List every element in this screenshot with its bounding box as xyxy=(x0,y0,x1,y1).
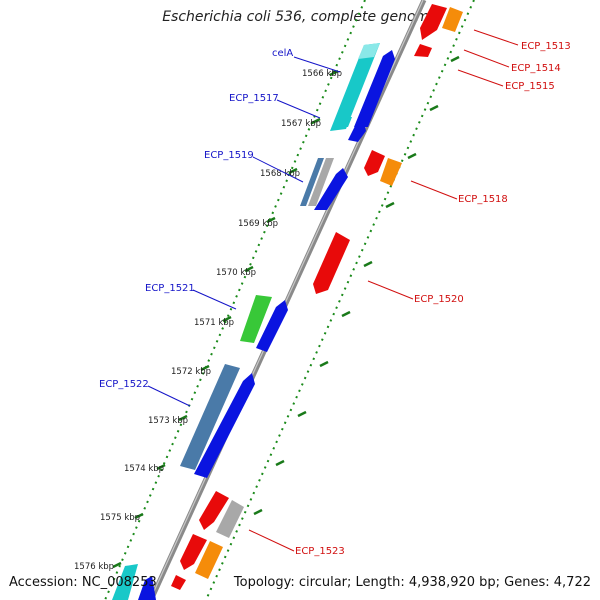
gene-ECP_1522[interactable] xyxy=(180,364,240,470)
kbp-label: 1568 kbp xyxy=(260,169,300,179)
label-ECP_1518[interactable]: ECP_1518 xyxy=(458,194,508,205)
label-ECP_1517[interactable]: ECP_1517 xyxy=(229,93,279,104)
label-ECP_1513[interactable]: ECP_1513 xyxy=(521,41,571,52)
gene-ECP_1523[interactable] xyxy=(199,491,229,530)
label-ECP_1521[interactable]: ECP_1521 xyxy=(145,283,195,294)
kbp-label: 1567 kbp xyxy=(281,119,321,129)
gene-ECP_1523-orange[interactable] xyxy=(195,541,223,579)
kbp-label: 1569 kbp xyxy=(238,219,278,229)
genome-backbone xyxy=(148,0,427,600)
kbp-label: 1573 kbp xyxy=(148,416,188,426)
gene-ECP_1521[interactable] xyxy=(240,295,272,343)
kbp-label: 1576 kbp xyxy=(74,562,114,572)
gene-ECP_1517-blue[interactable] xyxy=(348,122,366,142)
gene-ECP_1524-blue[interactable] xyxy=(138,576,156,600)
gene-ECP_1519[interactable] xyxy=(300,158,334,206)
gene-ECP_1518-orange[interactable] xyxy=(380,158,402,186)
label-ECP_1514[interactable]: ECP_1514 xyxy=(511,63,561,74)
gene-ECP_1513[interactable] xyxy=(420,4,447,40)
gene-ECP_1519-blue[interactable] xyxy=(314,168,348,210)
gene-ECP_1520[interactable] xyxy=(313,232,350,294)
gene-ECP_1518[interactable] xyxy=(364,150,385,176)
label-ECP_1515[interactable]: ECP_1515 xyxy=(505,81,555,92)
kbp-label: 1570 kbp xyxy=(216,268,256,278)
label-ECP_1523[interactable]: ECP_1523 xyxy=(295,546,345,557)
label-ECP_1519[interactable]: ECP_1519 xyxy=(204,150,254,161)
kbp-label: 1571 kbp xyxy=(194,318,234,328)
gene-ECP_1513-orange[interactable] xyxy=(442,7,463,32)
label-ECP_1520[interactable]: ECP_1520 xyxy=(414,294,464,305)
gene-ECP_1514[interactable] xyxy=(414,44,432,57)
kbp-label: 1575 kbp xyxy=(100,513,140,523)
kbp-label: 1566 kbp xyxy=(302,69,342,79)
gene-celA-blue[interactable] xyxy=(354,50,395,127)
kbp-label: 1574 kbp xyxy=(124,464,164,474)
gene-celA[interactable] xyxy=(330,43,380,131)
gene-ECP_1517[interactable] xyxy=(342,117,352,127)
gene-ECP_1523-red2[interactable] xyxy=(180,534,207,570)
kbp-label: 1572 kbp xyxy=(171,367,211,377)
gene-ECP_1523-gray[interactable] xyxy=(216,500,244,538)
outer-track-right xyxy=(205,0,475,600)
major-ticks-right xyxy=(253,55,460,516)
major-ticks-left xyxy=(112,69,339,569)
accession-text: Accession: NC_008253 xyxy=(9,575,157,590)
gene-ECP_1524[interactable] xyxy=(112,564,138,600)
gene-ECP_1525[interactable] xyxy=(171,575,186,590)
label-celA[interactable]: celA xyxy=(272,48,293,59)
gene-ECP_1522-blue[interactable] xyxy=(194,373,255,478)
label-ECP_1522[interactable]: ECP_1522 xyxy=(99,379,149,390)
gene-ECP_1521-blue[interactable] xyxy=(256,300,288,352)
topology-summary: Topology: circular; Length: 4,938,920 bp… xyxy=(233,575,591,590)
map-title: Escherichia coli 536, complete genome xyxy=(162,9,438,25)
